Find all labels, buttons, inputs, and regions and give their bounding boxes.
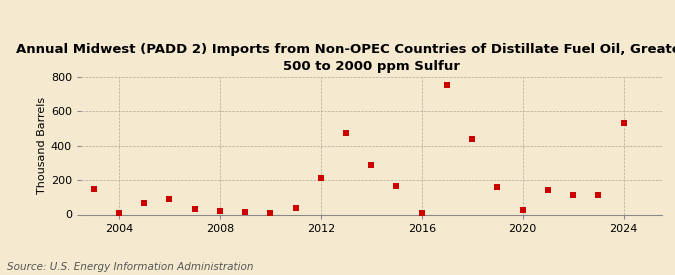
Point xyxy=(138,201,149,205)
Point xyxy=(467,137,478,141)
Point xyxy=(391,184,402,188)
Text: Source: U.S. Energy Information Administration: Source: U.S. Energy Information Administ… xyxy=(7,262,253,272)
Point xyxy=(113,211,124,215)
Point xyxy=(240,210,250,214)
Point xyxy=(517,208,528,212)
Point xyxy=(290,206,301,211)
Point xyxy=(593,192,604,197)
Point xyxy=(265,211,275,215)
Point xyxy=(416,211,427,215)
Point xyxy=(215,209,225,213)
Point xyxy=(441,82,452,87)
Point xyxy=(88,187,99,191)
Point xyxy=(341,131,352,135)
Point xyxy=(189,207,200,211)
Point xyxy=(492,185,503,189)
Point xyxy=(568,192,578,197)
Point xyxy=(543,188,554,192)
Title: Annual Midwest (PADD 2) Imports from Non-OPEC Countries of Distillate Fuel Oil, : Annual Midwest (PADD 2) Imports from Non… xyxy=(16,43,675,73)
Y-axis label: Thousand Barrels: Thousand Barrels xyxy=(36,97,47,194)
Point xyxy=(164,197,175,201)
Point xyxy=(366,163,377,167)
Point xyxy=(618,121,629,126)
Point xyxy=(315,176,326,181)
